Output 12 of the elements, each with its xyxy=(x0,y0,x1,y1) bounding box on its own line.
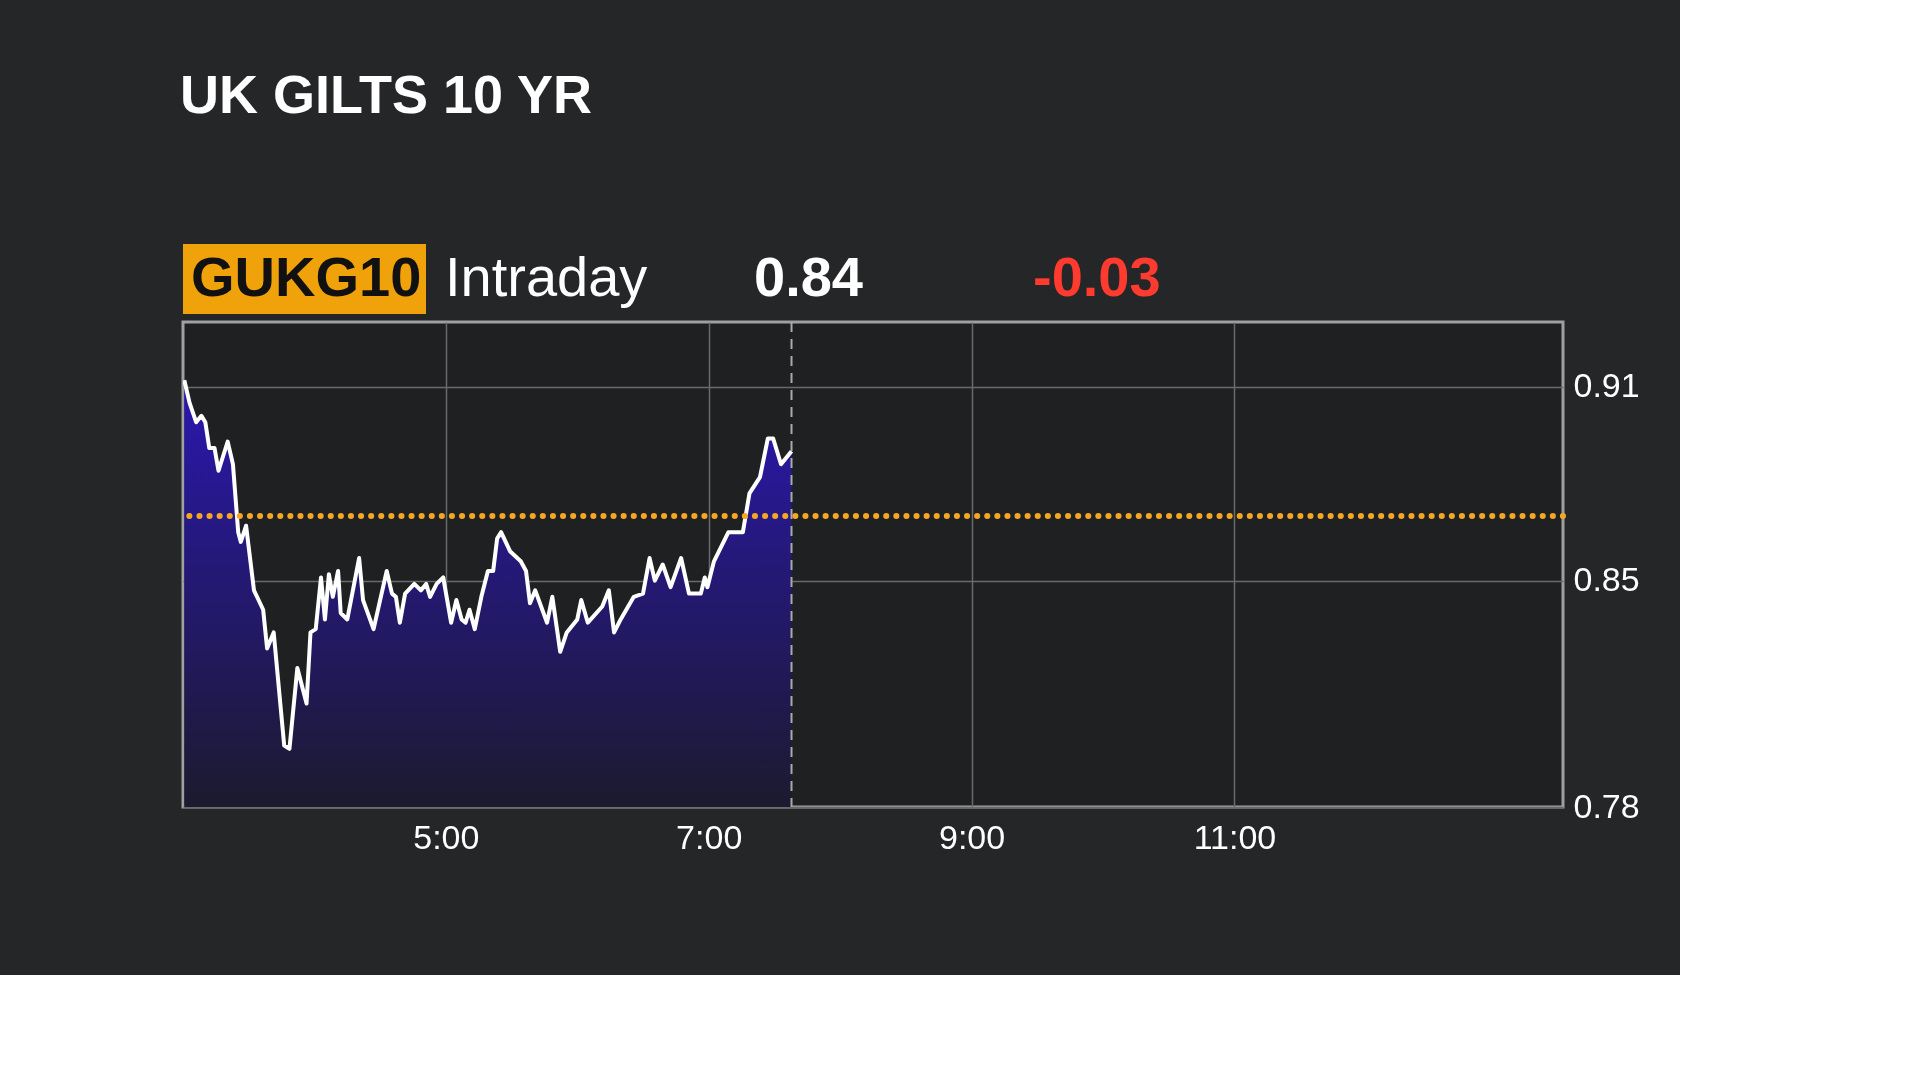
y-tick-label: 0.78 xyxy=(1573,786,1640,825)
text: Intraday xyxy=(445,245,648,308)
y-tick-label: 0.91 xyxy=(1573,366,1640,405)
x-tick-label: 9:00 xyxy=(938,817,1006,856)
text: -0.03 xyxy=(1033,245,1161,308)
chart-title: UK GILTS 10 YR xyxy=(180,64,593,124)
y-tick-label: 0.85 xyxy=(1573,560,1640,599)
text: 0.84 xyxy=(754,245,863,308)
x-tick-label: 5:00 xyxy=(413,817,480,856)
x-tick-label: 11:00 xyxy=(1193,817,1277,856)
text: GUKG10 xyxy=(191,245,422,308)
x-tick-label: 7:00 xyxy=(676,817,743,856)
